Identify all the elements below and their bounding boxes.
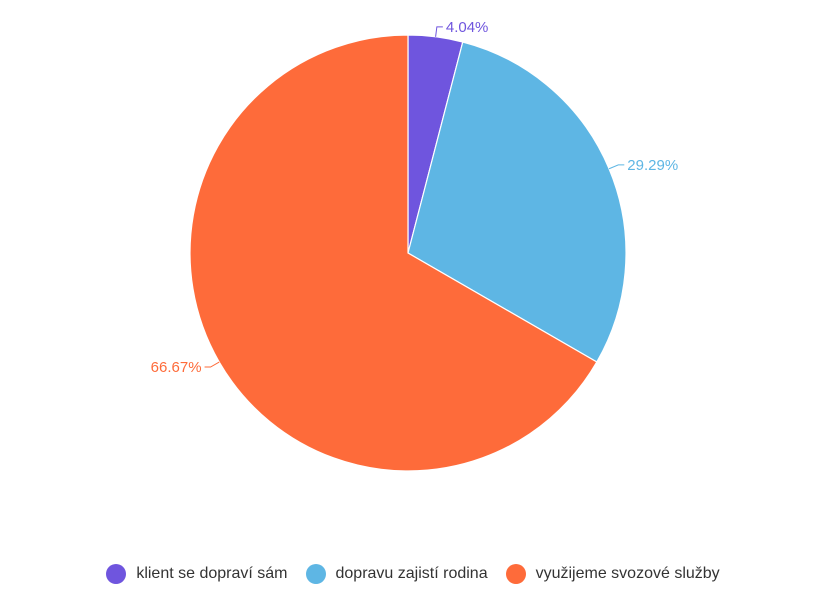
legend-item-0[interactable]: klient se dopraví sám xyxy=(106,564,288,584)
legend-marker-icon xyxy=(505,564,526,584)
legend-marker-icon xyxy=(305,564,326,584)
legend-item-2[interactable]: využijeme svozové služby xyxy=(505,564,720,584)
leader-line-1 xyxy=(608,164,625,170)
chart-legend: klient se dopraví sám dopravu zajistí rod… xyxy=(0,560,826,588)
legend-item-1[interactable]: dopravu zajistí rodina xyxy=(305,564,488,584)
pie-chart: 4.04% 29.29% 66.67% xyxy=(151,19,678,472)
legend-label: využijeme svozové služby xyxy=(535,565,720,582)
leader-line-0 xyxy=(435,26,443,37)
pie-slice-2 xyxy=(189,34,598,472)
leader-line-2 xyxy=(204,361,220,368)
slice-value-label-1: 29.29% xyxy=(627,157,678,174)
legend-marker-icon xyxy=(106,564,127,584)
slice-value-label-0: 4.04% xyxy=(446,19,489,36)
slice-value-label-2: 66.67% xyxy=(151,359,202,376)
pie-slice-1 xyxy=(407,41,627,363)
legend-label: dopravu zajistí rodina xyxy=(335,565,488,582)
legend-label: klient se dopraví sám xyxy=(136,565,288,582)
